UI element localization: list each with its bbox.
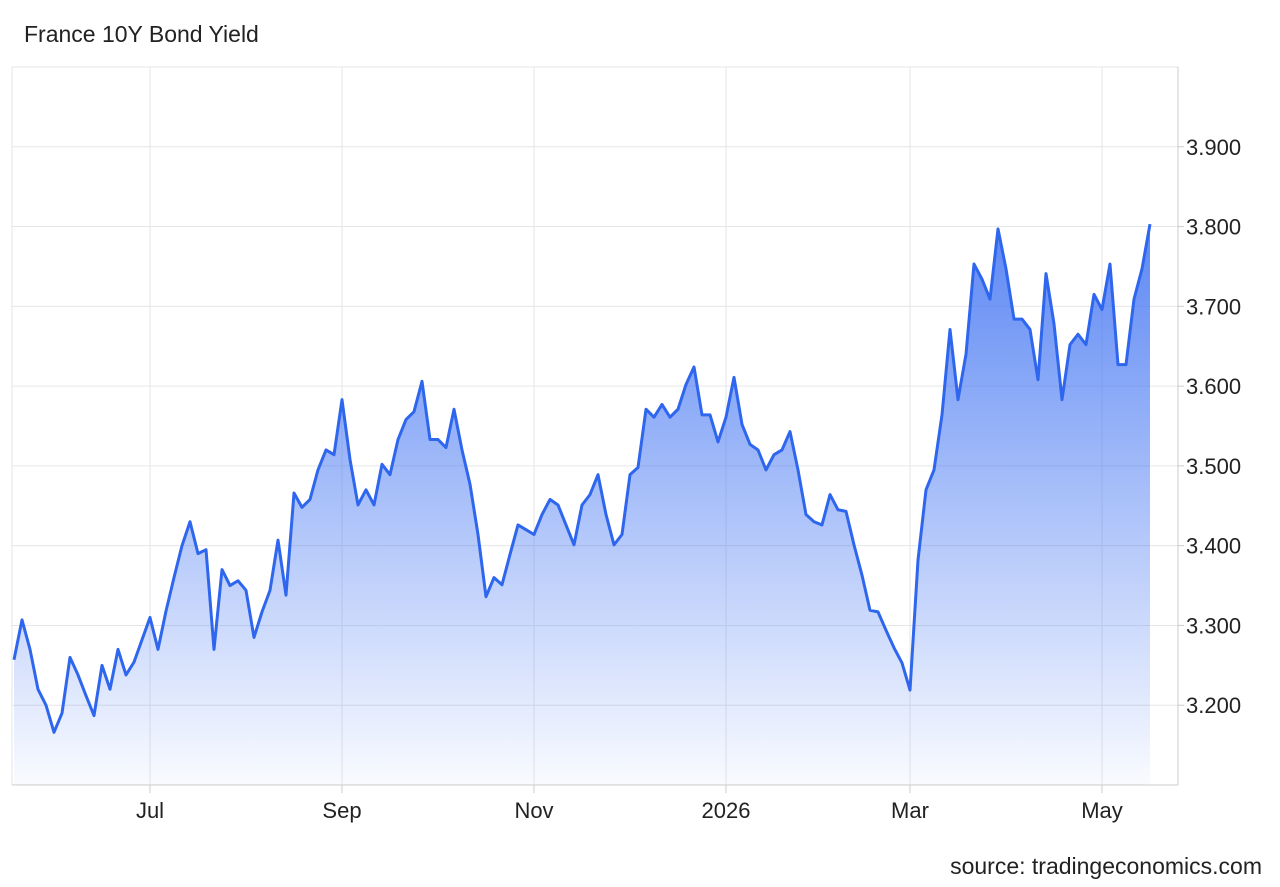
chart-title: France 10Y Bond Yield <box>24 21 259 47</box>
area-fill <box>14 224 1150 785</box>
y-tick-label: 3.900 <box>1186 135 1241 160</box>
y-tick-label: 3.300 <box>1186 613 1241 638</box>
y-tick-label: 3.400 <box>1186 534 1241 559</box>
x-tick-label: Mar <box>891 798 929 823</box>
y-tick-label: 3.600 <box>1186 374 1241 399</box>
y-tick-label: 3.500 <box>1186 454 1241 479</box>
x-tick-label: Nov <box>514 798 553 823</box>
x-tick-label: Jul <box>136 798 164 823</box>
x-tick-label: Sep <box>322 798 361 823</box>
source-note: source: tradingeconomics.com <box>950 853 1262 879</box>
x-tick-label: 2026 <box>702 798 751 823</box>
y-tick-label: 3.700 <box>1186 294 1241 319</box>
y-tick-label: 3.800 <box>1186 215 1241 240</box>
line <box>12 223 1152 734</box>
x-tick-label: May <box>1081 798 1123 823</box>
y-tick-label: 3.200 <box>1186 693 1241 718</box>
